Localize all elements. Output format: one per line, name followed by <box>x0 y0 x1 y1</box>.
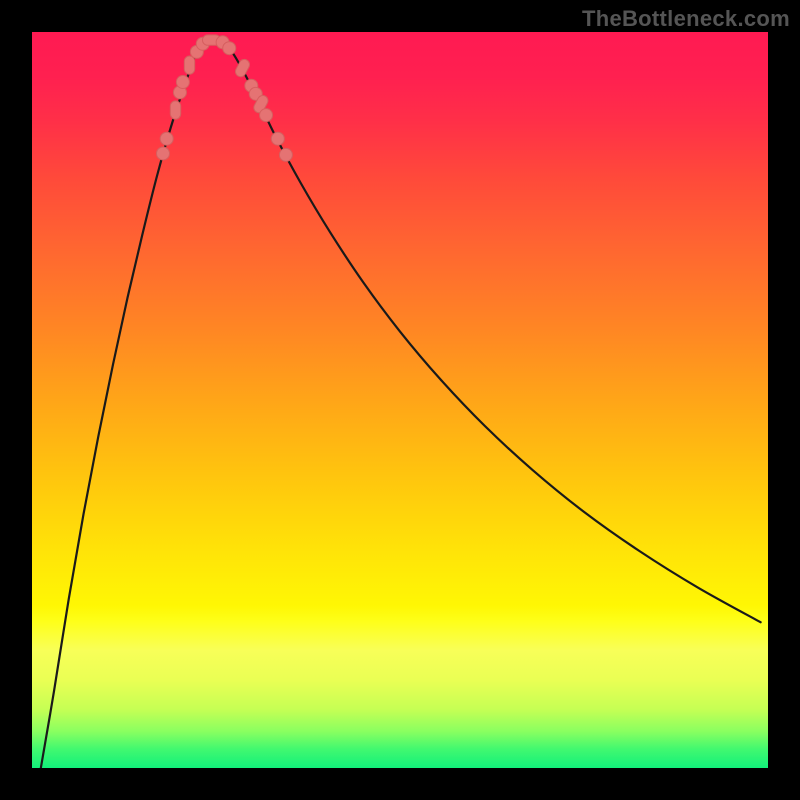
page-root: TheBottleneck.com <box>0 0 800 800</box>
chart-plot-area <box>32 32 768 768</box>
watermark-text: TheBottleneck.com <box>582 6 790 32</box>
chart-background-gradient <box>32 32 768 768</box>
